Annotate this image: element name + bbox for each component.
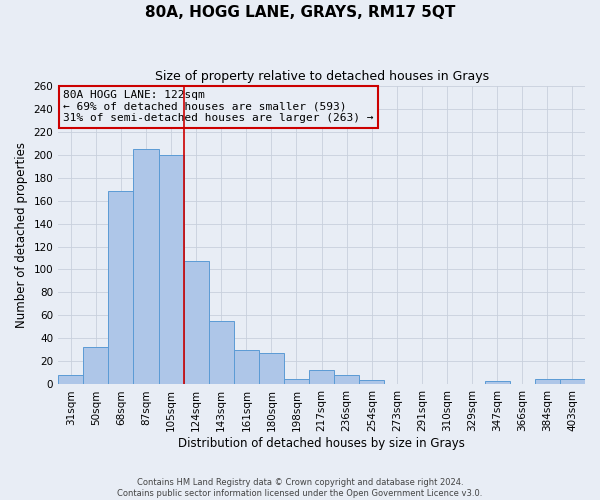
Text: 80A HOGG LANE: 122sqm
← 69% of detached houses are smaller (593)
31% of semi-det: 80A HOGG LANE: 122sqm ← 69% of detached …: [64, 90, 374, 123]
Bar: [334, 376, 359, 384]
Title: Size of property relative to detached houses in Grays: Size of property relative to detached ho…: [155, 70, 488, 83]
Bar: [359, 380, 385, 384]
Bar: [58, 376, 83, 384]
Y-axis label: Number of detached properties: Number of detached properties: [15, 142, 28, 328]
Bar: [560, 378, 585, 384]
Text: Contains HM Land Registry data © Crown copyright and database right 2024.
Contai: Contains HM Land Registry data © Crown c…: [118, 478, 482, 498]
Bar: [83, 346, 109, 385]
Bar: [234, 350, 259, 384]
Bar: [209, 321, 234, 384]
Bar: [535, 378, 560, 384]
Bar: [184, 262, 209, 384]
Bar: [109, 192, 133, 384]
X-axis label: Distribution of detached houses by size in Grays: Distribution of detached houses by size …: [178, 437, 465, 450]
Bar: [309, 370, 334, 384]
Bar: [284, 378, 309, 384]
Bar: [158, 154, 184, 384]
Bar: [259, 354, 284, 384]
Text: 80A, HOGG LANE, GRAYS, RM17 5QT: 80A, HOGG LANE, GRAYS, RM17 5QT: [145, 5, 455, 20]
Bar: [133, 149, 158, 384]
Bar: [485, 381, 510, 384]
